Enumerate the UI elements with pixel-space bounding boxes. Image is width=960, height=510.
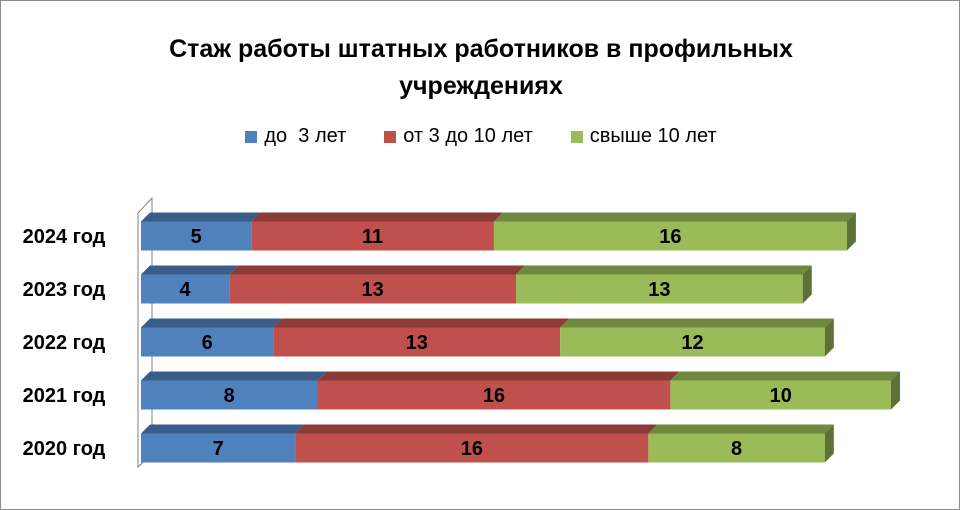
- data-label: 11: [362, 226, 383, 248]
- legend-label-series-1: до 3 лет: [264, 125, 347, 147]
- bar-segment: [516, 274, 803, 304]
- bar-segment: [273, 327, 561, 357]
- data-label: 16: [483, 385, 505, 407]
- bar-top-face: [560, 318, 834, 328]
- data-label: 7: [213, 438, 224, 460]
- data-label: 16: [659, 226, 681, 248]
- bar-top-face: [295, 424, 658, 434]
- bar-top-face: [141, 424, 305, 434]
- data-label: 10: [770, 385, 792, 407]
- data-label: 4: [180, 279, 192, 301]
- bar-top-face: [141, 318, 283, 328]
- bar-side-face: [824, 318, 834, 357]
- data-label: 16: [461, 438, 483, 460]
- bar-top-face: [141, 371, 327, 381]
- data-label: 5: [191, 226, 202, 248]
- category-label: 2021 год: [23, 385, 106, 407]
- bar-top-face: [516, 265, 812, 275]
- data-label: 6: [202, 332, 213, 354]
- bar-segment: [560, 327, 825, 357]
- bar-top-face: [493, 212, 856, 222]
- bar-segment: [141, 274, 230, 304]
- bar-segment: [317, 380, 671, 410]
- bar-segment: [141, 221, 252, 251]
- bar-top-face: [648, 424, 834, 434]
- bar-segment: [141, 327, 274, 357]
- bar-top-face: [251, 212, 503, 222]
- bar-top-face: [317, 371, 680, 381]
- bar-segment: [493, 221, 847, 251]
- data-label: 13: [648, 279, 670, 301]
- legend-label-series-2: от 3 до 10 лет: [403, 125, 533, 147]
- chart-title-line-2: учреждениях: [399, 72, 563, 100]
- category-label: 2020 год: [23, 438, 106, 460]
- data-label: 8: [224, 385, 235, 407]
- bar-side-face: [891, 371, 900, 410]
- data-label: 12: [681, 332, 703, 354]
- legend-item-series-1: до 3 лет: [245, 125, 346, 148]
- bar-segment: [141, 433, 296, 463]
- bar-top-face: [141, 212, 261, 222]
- bar-side-face: [802, 265, 812, 304]
- data-label: 13: [406, 332, 428, 354]
- bar-side-face: [846, 212, 856, 251]
- bar-segment: [648, 433, 825, 463]
- data-label: 8: [731, 438, 742, 460]
- bar-segment: [229, 274, 516, 304]
- legend-label-series-3: свыше 10 лет: [589, 125, 717, 147]
- chart-title-line-1: Стаж работы штатных работников в профиль…: [169, 35, 793, 63]
- bar-segment: [295, 433, 649, 463]
- legend-swatch-series-2: [384, 130, 397, 143]
- legend-swatch-series-1: [245, 130, 258, 143]
- legend-item-series-3: свыше 10 лет: [570, 125, 717, 148]
- category-label: 2024 год: [23, 226, 106, 248]
- bar-segment: [251, 221, 494, 251]
- bar-segment: [141, 380, 318, 410]
- bar-top-face: [141, 265, 239, 275]
- legend-swatch-series-3: [570, 130, 583, 143]
- bar-side-face: [824, 424, 834, 463]
- data-label: 13: [361, 279, 383, 301]
- bar-segment: [670, 380, 891, 410]
- legend-item-series-2: от 3 до 10 лет: [384, 125, 533, 148]
- category-label: 2023 год: [23, 279, 106, 301]
- bar-top-face: [273, 318, 570, 328]
- chart-title: Стаж работы штатных работников в профиль…: [1, 31, 960, 105]
- bar-top-face: [229, 265, 525, 275]
- bar-top-face: [670, 371, 900, 381]
- category-label: 2022 год: [23, 332, 106, 354]
- chart-legend: до 3 лет от 3 до 10 лет свыше 10 лет: [1, 125, 960, 148]
